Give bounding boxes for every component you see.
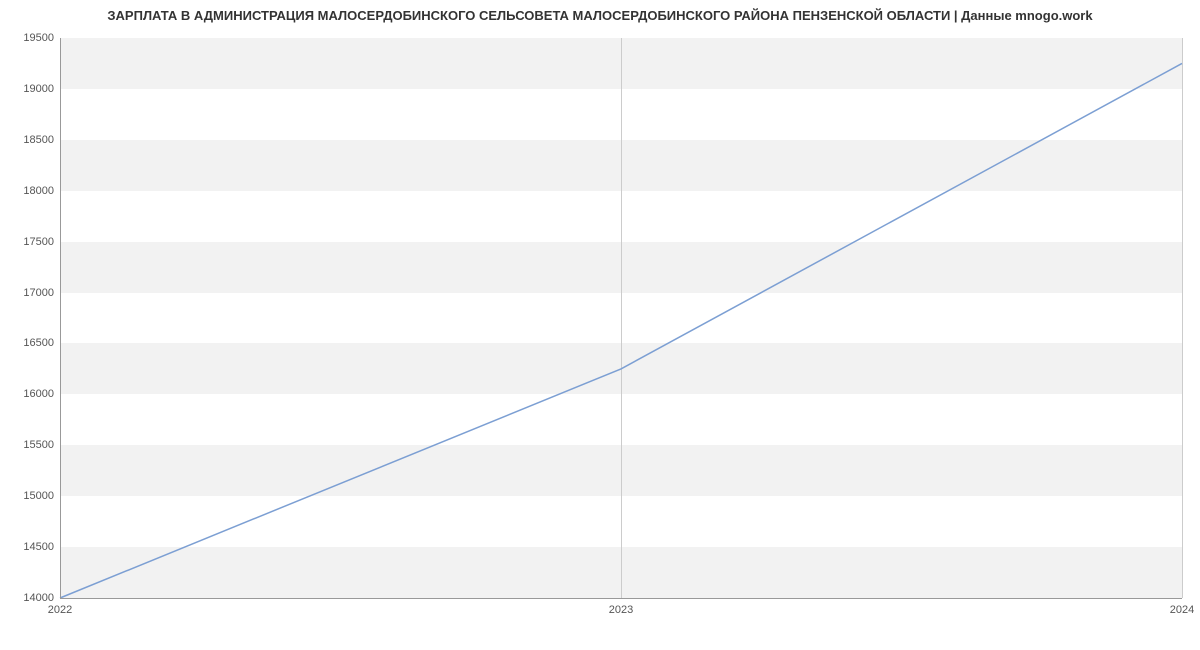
y-axis-line bbox=[60, 38, 61, 598]
series-salary bbox=[60, 63, 1182, 598]
y-tick-label: 14500 bbox=[23, 541, 60, 553]
y-tick-label: 18500 bbox=[23, 134, 60, 146]
y-tick-label: 19500 bbox=[23, 32, 60, 44]
y-tick-label: 16500 bbox=[23, 337, 60, 349]
y-tick-label: 17000 bbox=[23, 287, 60, 299]
x-axis-line bbox=[60, 598, 1182, 599]
y-tick-label: 16000 bbox=[23, 388, 60, 400]
y-tick-label: 18000 bbox=[23, 185, 60, 197]
salary-chart: ЗАРПЛАТА В АДМИНИСТРАЦИЯ МАЛОСЕРДОБИНСКО… bbox=[0, 0, 1200, 650]
x-tick-label: 2022 bbox=[48, 598, 72, 616]
y-tick-label: 19000 bbox=[23, 83, 60, 95]
y-tick-label: 15500 bbox=[23, 439, 60, 451]
chart-title: ЗАРПЛАТА В АДМИНИСТРАЦИЯ МАЛОСЕРДОБИНСКО… bbox=[0, 8, 1200, 23]
x-gridline bbox=[1182, 38, 1183, 598]
x-tick-label: 2024 bbox=[1170, 598, 1194, 616]
y-tick-label: 15000 bbox=[23, 490, 60, 502]
line-layer bbox=[60, 38, 1182, 598]
y-tick-label: 17500 bbox=[23, 236, 60, 248]
x-tick-label: 2023 bbox=[609, 598, 633, 616]
plot-area: 1400014500150001550016000165001700017500… bbox=[60, 38, 1182, 598]
